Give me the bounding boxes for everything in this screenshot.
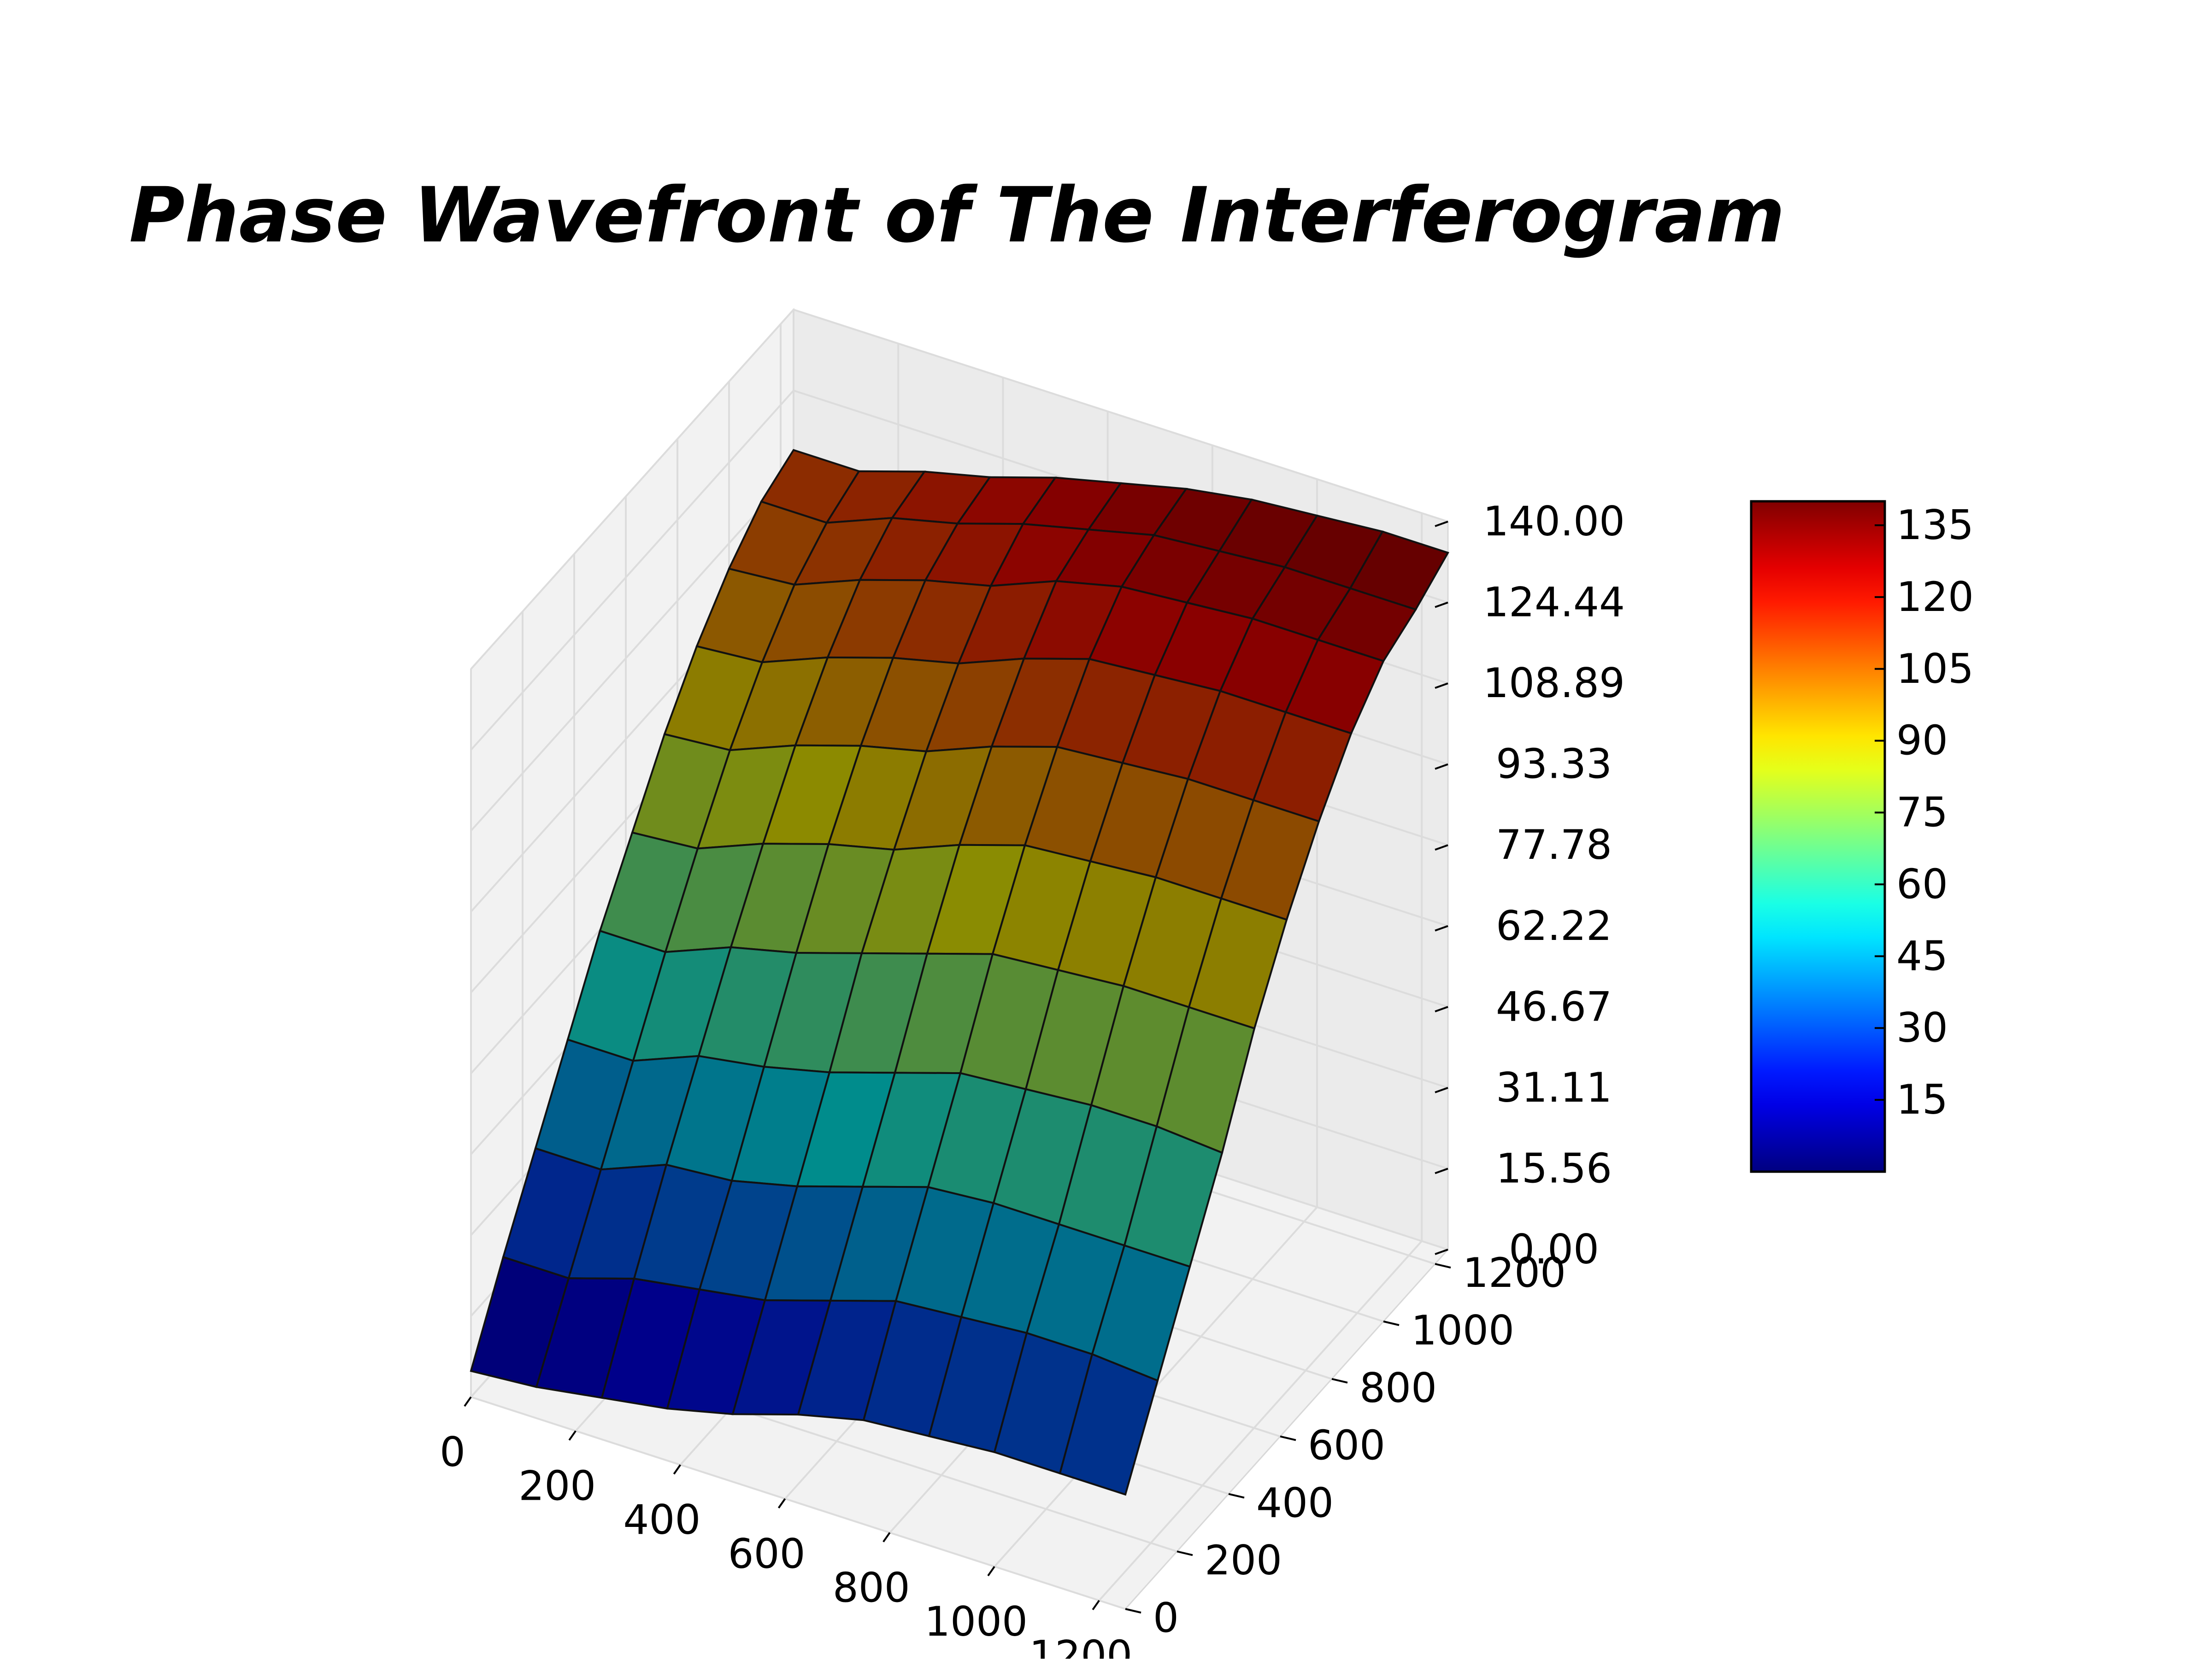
z-tick-label: 31.11: [1496, 1064, 1612, 1111]
y-tick-label: 800: [1359, 1364, 1437, 1412]
z-tick: [1435, 925, 1448, 932]
colorbar-tick-label: 75: [1896, 789, 1948, 836]
y-tick-label: 1000: [1411, 1307, 1514, 1354]
surface-patch: [1059, 1353, 1159, 1496]
y-tick: [1331, 1378, 1348, 1384]
z-tick: [1435, 682, 1448, 689]
z-tick-label: 62.22: [1496, 902, 1612, 950]
x-tick: [1092, 1600, 1100, 1610]
z-tick-label: 108.89: [1483, 659, 1625, 707]
colorbar-tick-label: 90: [1896, 717, 1948, 764]
y-tick: [1228, 1493, 1245, 1499]
colorbar-gradient: [1750, 500, 1886, 1173]
x-tick-label: 0: [440, 1428, 465, 1476]
y-tick: [1435, 1263, 1451, 1269]
colorbar-tick-label: 135: [1896, 501, 1974, 549]
x-tick-label: 200: [518, 1462, 596, 1510]
x-tick: [673, 1464, 682, 1475]
y-tick-label: 600: [1308, 1422, 1385, 1469]
z-tick-label: 15.56: [1496, 1145, 1612, 1192]
y-tick-label: 400: [1256, 1479, 1334, 1526]
z-tick: [1435, 1168, 1448, 1174]
surface-mesh: [470, 449, 1449, 1496]
z-tick: [1435, 844, 1448, 851]
colorbar-tick-label: 105: [1896, 645, 1974, 693]
x-tick: [568, 1430, 577, 1441]
z-tick-label: 140.00: [1483, 498, 1625, 545]
z-tick: [1435, 1006, 1448, 1013]
z-tick: [1435, 1249, 1448, 1255]
chart-title: Phase Wavefront of The Interferogram: [129, 171, 1785, 259]
x-tick: [987, 1566, 995, 1577]
x-tick-label: 400: [623, 1496, 700, 1544]
y-tick: [1383, 1321, 1400, 1326]
x-tick-label: 600: [728, 1530, 806, 1578]
z-tick-label: 93.33: [1496, 740, 1612, 788]
x-tick: [882, 1532, 891, 1543]
y-tick: [1177, 1550, 1193, 1556]
colorbar-tick-label: 120: [1896, 573, 1974, 621]
z-tick-label: 0.00: [1509, 1226, 1599, 1273]
colorbar-tick-label: 60: [1896, 860, 1948, 908]
y-tick-label: 1200: [1463, 1249, 1566, 1297]
z-tick: [1435, 521, 1448, 527]
x-tick-label: 800: [833, 1564, 910, 1611]
z-tick-label: 77.78: [1496, 821, 1612, 869]
colorbar: 15 30 45 60 75 90 105 120 135: [1750, 500, 1974, 1173]
y-tick-label: 0: [1153, 1594, 1179, 1642]
z-tick: [1435, 601, 1448, 608]
z-tick-label: 46.67: [1496, 983, 1612, 1030]
x-tick: [464, 1396, 472, 1407]
y-tick-label: 200: [1205, 1537, 1282, 1584]
z-tick: [1435, 763, 1448, 770]
x-tick-label: 1200: [1029, 1632, 1132, 1659]
colorbar-tick-label: 30: [1896, 1004, 1948, 1051]
grid-line-z: [470, 308, 1448, 670]
z-tick: [1435, 1087, 1448, 1093]
x-tick: [777, 1498, 786, 1508]
colorbar-tick-label: 45: [1896, 932, 1948, 980]
x-tick-label: 1000: [924, 1598, 1028, 1645]
axes-ticks: 0200400600800100012000200400600800100012…: [440, 498, 1625, 1661]
colorbar-tick-label: 15: [1896, 1076, 1948, 1123]
y-tick: [1125, 1608, 1141, 1614]
y-tick: [1280, 1435, 1296, 1441]
z-tick-label: 124.44: [1483, 579, 1625, 626]
